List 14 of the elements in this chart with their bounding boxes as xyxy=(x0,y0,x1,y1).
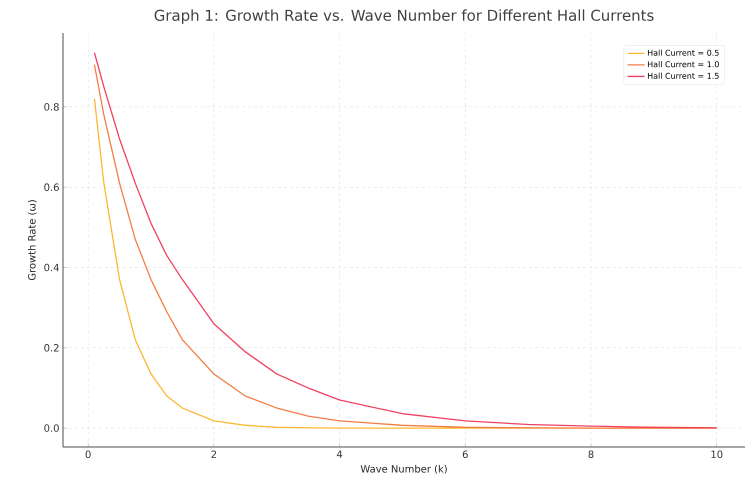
chart-title: Graph 1: Growth Rate vs. Wave Number for Different Hall Currents xyxy=(154,9,654,24)
y-tick-label: 0.0 xyxy=(44,424,59,432)
y-tick-label: 0.2 xyxy=(44,344,58,352)
x-axis-title: Wave Number (k) xyxy=(360,464,447,474)
x-tick-label: 0 xyxy=(86,450,91,458)
x-tick-label: 6 xyxy=(462,450,468,458)
y-tick-label: 0.8 xyxy=(44,103,59,111)
y-axis-title: Growth Rate (ω) xyxy=(28,200,37,280)
x-tick-label: 4 xyxy=(336,450,342,458)
y-tick-label: 0.6 xyxy=(44,183,59,191)
y-tick-label: 0.4 xyxy=(44,264,59,272)
x-tick-label: 8 xyxy=(588,450,594,458)
x-tick-label: 2 xyxy=(211,450,216,458)
x-tick-label: 10 xyxy=(711,450,722,458)
